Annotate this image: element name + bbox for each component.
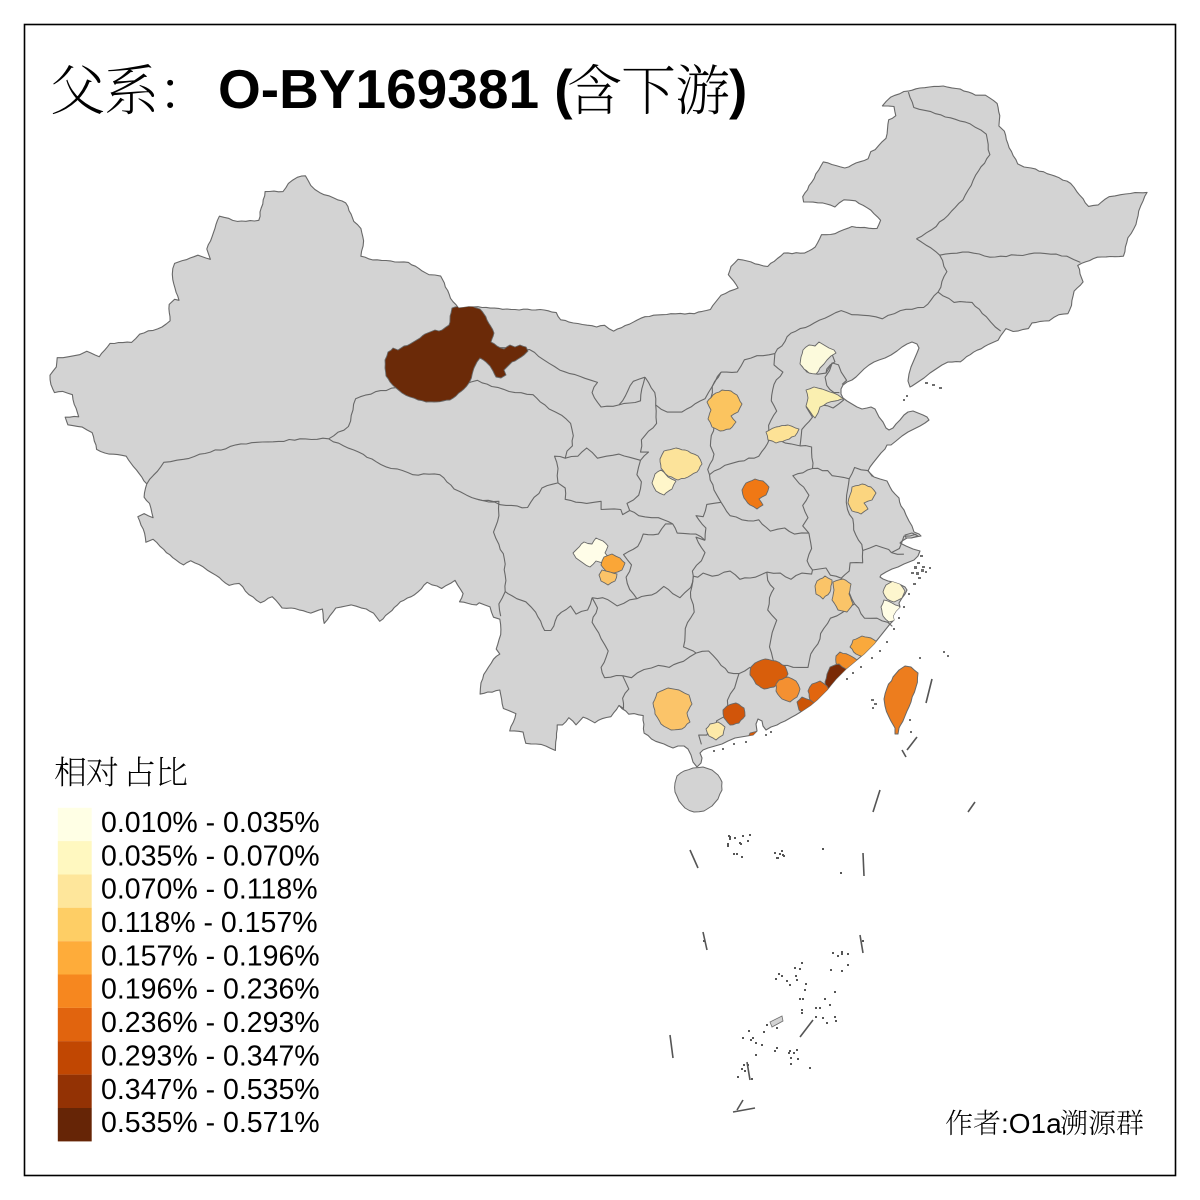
- svg-text:0.236% - 0.293%: 0.236% - 0.293%: [101, 1007, 320, 1039]
- svg-text:0.293% - 0.347%: 0.293% - 0.347%: [101, 1040, 320, 1072]
- svg-text:0.118% - 0.157%: 0.118% - 0.157%: [101, 907, 318, 939]
- svg-text:0.070% - 0.118%: 0.070% - 0.118%: [101, 874, 318, 906]
- svg-text:): ): [729, 58, 747, 120]
- svg-text:0.535% - 0.571%: 0.535% - 0.571%: [101, 1107, 320, 1139]
- svg-text:0.196% - 0.236%: 0.196% - 0.236%: [101, 974, 320, 1006]
- svg-text:0.035% - 0.070%: 0.035% - 0.070%: [101, 840, 320, 872]
- svg-text::O1a: :O1a: [1001, 1108, 1062, 1139]
- svg-text:0.157% - 0.196%: 0.157% - 0.196%: [101, 940, 320, 972]
- svg-text:0.010% - 0.035%: 0.010% - 0.035%: [101, 807, 320, 839]
- svg-text:0.347% - 0.535%: 0.347% - 0.535%: [101, 1074, 320, 1106]
- svg-text:O-BY169381 (: O-BY169381 (: [218, 58, 573, 120]
